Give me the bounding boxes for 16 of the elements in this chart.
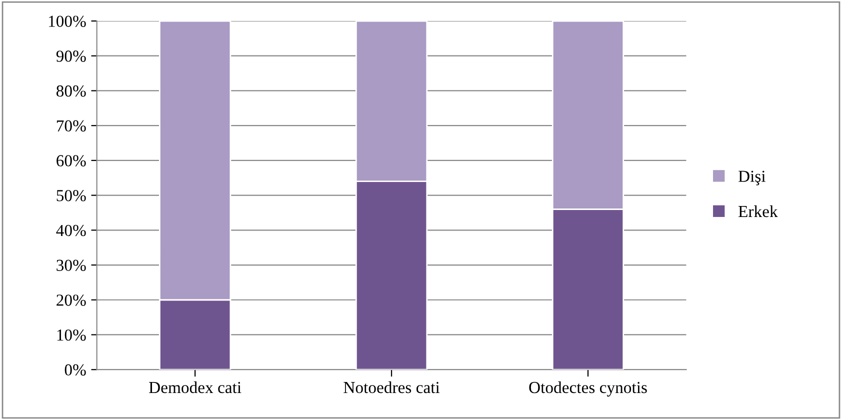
y-tick-label: 60% bbox=[56, 155, 86, 166]
x-tick-label: Notoedres cati bbox=[344, 381, 440, 394]
legend-label: Dişi bbox=[738, 170, 766, 186]
y-tick-label: 30% bbox=[56, 260, 86, 272]
x-tick-label: Demodex cati bbox=[149, 381, 242, 394]
legend-label: Erkek bbox=[738, 205, 778, 218]
y-tick-label: 50% bbox=[56, 190, 86, 202]
y-tick-label: 20% bbox=[56, 294, 86, 306]
y-tick-label: 70% bbox=[56, 120, 86, 132]
y-tick-label: 0% bbox=[64, 364, 86, 376]
y-tick-label: 90% bbox=[56, 50, 86, 62]
y-tick-label: 100% bbox=[48, 16, 86, 27]
x-tick-label: Otodectes cynotis bbox=[529, 381, 647, 397]
y-tick-label: 40% bbox=[56, 224, 86, 236]
y-tick-label: 80% bbox=[56, 85, 86, 97]
y-tick-label: 10% bbox=[57, 329, 86, 341]
